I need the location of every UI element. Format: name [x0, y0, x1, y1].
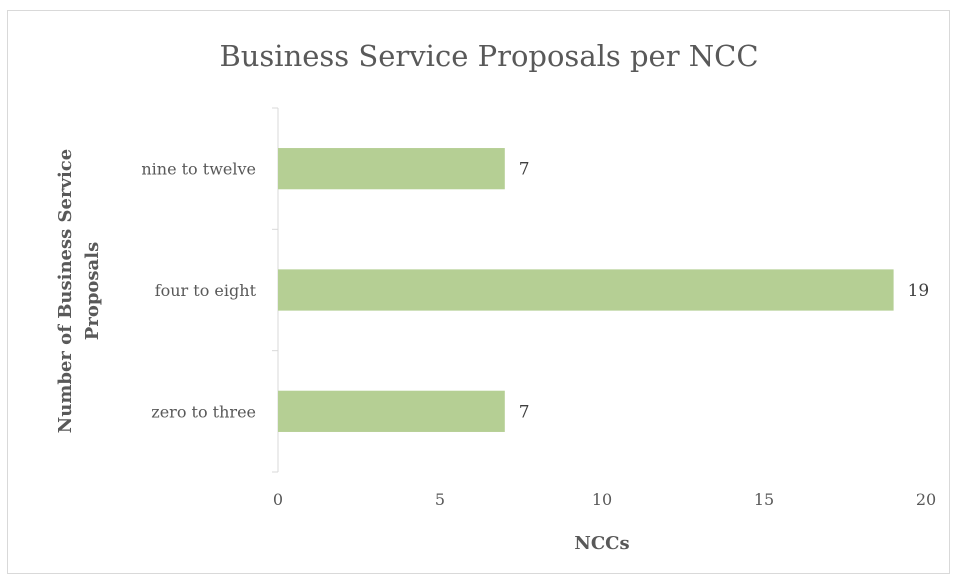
x-axis-title: NCCs [574, 533, 629, 554]
y-axis-title-line-2: Proposals [82, 242, 103, 340]
data-label: 7 [519, 160, 530, 180]
y-tick-label: zero to three [151, 402, 256, 421]
x-tick-label: 15 [754, 490, 774, 509]
data-label: 7 [519, 402, 530, 422]
x-tick-label: 20 [916, 490, 936, 509]
bar [278, 269, 894, 311]
chart-title: Business Service Proposals per NCC [219, 39, 758, 73]
y-axis-title-line-1: Number of Business Service [55, 149, 76, 433]
y-axis-title: Number of Business Service Proposals [55, 149, 103, 433]
bar [278, 148, 505, 190]
y-tick-label: four to eight [155, 281, 257, 300]
y-tick-label: nine to twelve [141, 160, 256, 179]
x-tick-label: 5 [435, 490, 445, 509]
bar [278, 390, 505, 432]
x-tick-label: 10 [592, 490, 612, 509]
data-label: 19 [908, 281, 930, 301]
x-tick-label: 0 [273, 490, 283, 509]
